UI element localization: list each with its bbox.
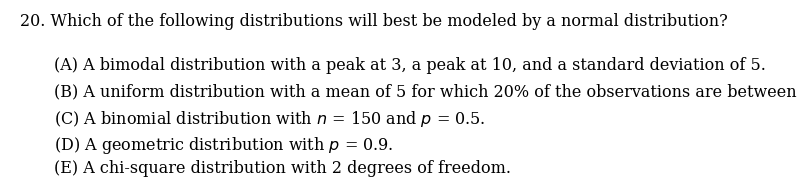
Text: (B) A uniform distribution with a mean of 5 for which 20% of the observations ar: (B) A uniform distribution with a mean o… bbox=[54, 83, 800, 100]
Text: (A) A bimodal distribution with a peak at 3, a peak at 10, and a standard deviat: (A) A bimodal distribution with a peak a… bbox=[54, 57, 766, 74]
Text: (E) A chi-square distribution with 2 degrees of freedom.: (E) A chi-square distribution with 2 deg… bbox=[54, 160, 511, 177]
Text: (C) A binomial distribution with $\mathit{n}$ = 150 and $\mathit{p}$ = 0.5.: (C) A binomial distribution with $\mathi… bbox=[54, 109, 486, 129]
Text: 20. Which of the following distributions will best be modeled by a normal distri: 20. Which of the following distributions… bbox=[20, 13, 728, 30]
Text: (D) A geometric distribution with $\mathit{p}$ = 0.9.: (D) A geometric distribution with $\math… bbox=[54, 135, 394, 156]
